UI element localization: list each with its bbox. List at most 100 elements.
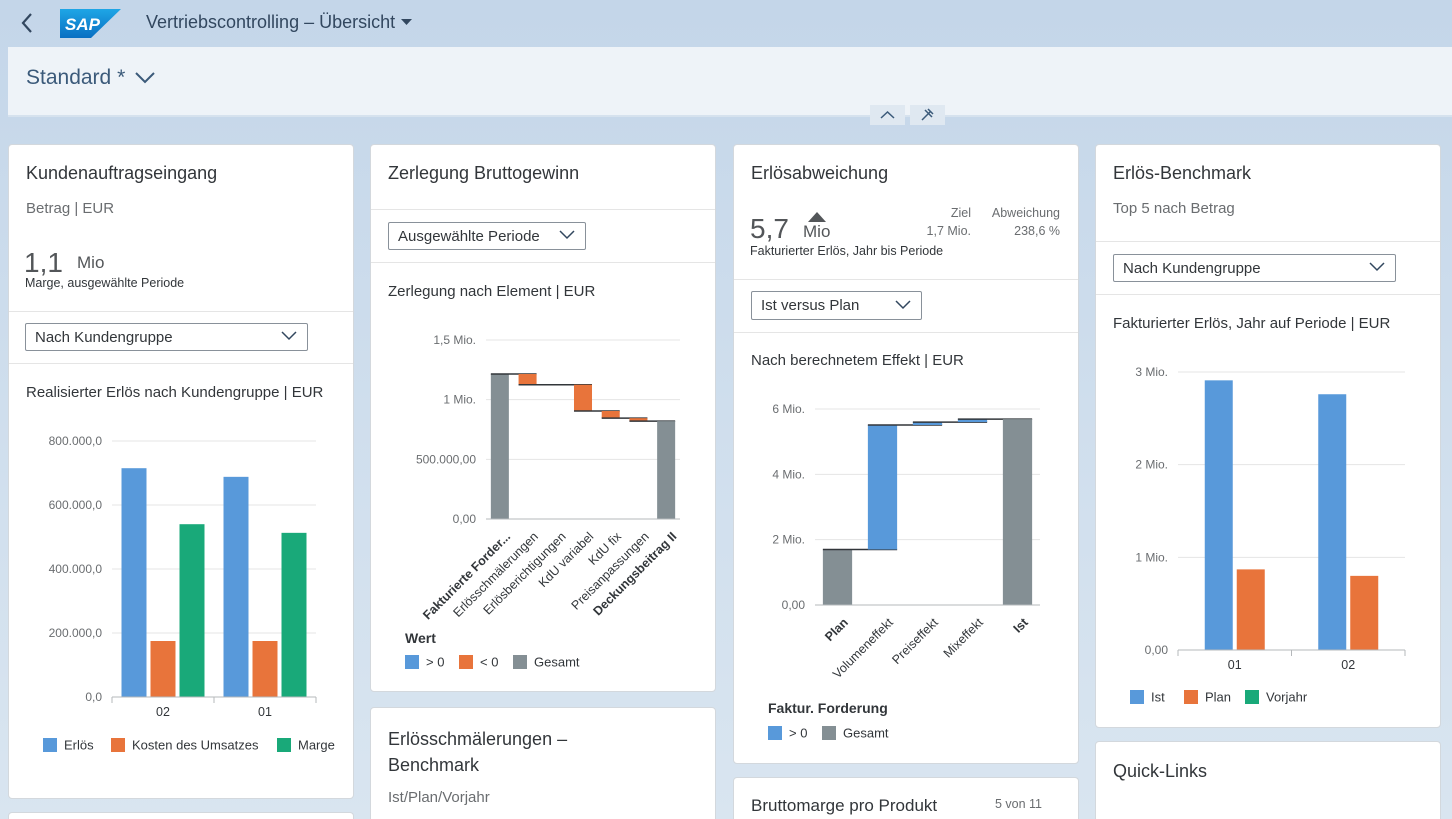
trend-up-icon: [808, 212, 826, 222]
bar: [121, 468, 147, 697]
legend-label: > 0: [426, 655, 444, 670]
target-value: 1,7 Mio.: [926, 224, 971, 238]
separator: [9, 363, 353, 364]
legend-swatch: [277, 738, 291, 752]
y-tick-label: 0,0: [85, 690, 102, 704]
x-tick-label: Ist: [1011, 615, 1032, 636]
x-tick-label: Mixeffekt: [941, 615, 986, 660]
bar: [490, 374, 509, 519]
select[interactable]: [1113, 254, 1396, 282]
legend-swatch: [43, 738, 57, 752]
card-count: 5 von 11: [994, 797, 1042, 811]
x-tick-label: 01: [258, 705, 272, 719]
select[interactable]: [25, 323, 308, 351]
y-tick-label: 0,00: [1145, 643, 1169, 657]
deviation-label: Abweichung: [991, 206, 1060, 220]
dropdown-icon: [401, 19, 413, 26]
card[interactable]: [370, 707, 716, 819]
legend-label: Ist: [1151, 690, 1165, 705]
separator: [1096, 294, 1440, 295]
collapse-button[interactable]: [870, 105, 905, 125]
y-tick-label: 2 Mio.: [772, 533, 805, 547]
variant-title: Standard *: [26, 66, 126, 89]
y-tick-label: 6 Mio.: [772, 402, 805, 416]
separator: [734, 332, 1078, 333]
card[interactable]: [8, 812, 354, 819]
bar: [1236, 569, 1265, 650]
legend-label: > 0: [789, 726, 807, 741]
card-subtitle: Ist/Plan/Vorjahr: [388, 789, 490, 806]
legend-swatch: [459, 655, 473, 669]
bar: [179, 524, 205, 697]
chart-title: Nach berechnetem Effekt | EUR: [751, 352, 964, 369]
bar: [1002, 419, 1033, 605]
separator: [371, 262, 715, 263]
back-button[interactable]: [18, 12, 36, 34]
logo[interactable]: SAP: [60, 9, 122, 39]
y-tick-label: 400.000,0: [49, 562, 103, 576]
card-subtitle: Top 5 nach Betrag: [1113, 200, 1235, 217]
kpi-value: 1,1: [24, 247, 63, 278]
separator: [1096, 241, 1440, 242]
bar: [601, 411, 620, 419]
y-tick-label: 1 Mio.: [1135, 550, 1168, 564]
legend-label: Gesamt: [534, 655, 580, 670]
card-subtitle: Betrag | EUR: [26, 200, 115, 217]
bar: [1350, 575, 1379, 650]
bar: [573, 384, 593, 412]
card-title: Zerlegung Bruttogewinn: [388, 163, 580, 183]
kpi-label: Marge, ausgewählte Periode: [25, 276, 185, 290]
legend-swatch: [405, 655, 419, 669]
legend-label: Gesamt: [843, 726, 889, 741]
y-tick-label: 0,00: [782, 598, 806, 612]
legend-swatch: [111, 738, 125, 752]
y-tick-label: 200.000,0: [49, 626, 103, 640]
app-title-button[interactable]: Vertriebscontrolling – Übersicht: [146, 12, 413, 33]
chart-title: Realisierter Erlös nach Kundengruppe | E…: [26, 384, 324, 401]
bar: [518, 374, 537, 385]
kpi-unit: Mio: [77, 253, 105, 272]
x-tick-label: 02: [1341, 658, 1355, 672]
legend-title: Faktur. Forderung: [768, 700, 888, 716]
y-tick-label: 3 Mio.: [1135, 365, 1168, 379]
card-title: Erlös-Benchmark: [1113, 163, 1252, 183]
legend-swatch: [513, 655, 527, 669]
chart-title: Fakturierter Erlös, Jahr auf Periode | E…: [1113, 315, 1391, 332]
bar: [150, 641, 176, 697]
pin-button[interactable]: [910, 105, 945, 125]
card[interactable]: [733, 777, 1079, 819]
select[interactable]: [751, 291, 922, 320]
legend-swatch: [768, 726, 782, 740]
legend-swatch: [1245, 690, 1259, 704]
legend-label: < 0: [480, 655, 498, 670]
app-title: Vertriebscontrolling – Übersicht: [146, 12, 396, 32]
variant-button[interactable]: Standard *: [26, 66, 155, 90]
select-value: Ist versus Plan: [761, 297, 860, 314]
y-tick-label: 800.000,0: [49, 434, 103, 448]
y-tick-label: 4 Mio.: [772, 467, 805, 481]
variant-chevron: [135, 72, 155, 84]
legend-swatch: [1184, 690, 1198, 704]
x-tick-label: Preiseffekt: [889, 615, 941, 667]
y-tick-label: 500.000,00: [416, 452, 476, 466]
legend-label: Kosten des Umsatzes: [132, 738, 259, 753]
legend-label: Marge: [298, 738, 335, 753]
card-title: Kundenauftragseingang: [26, 163, 218, 183]
bar: [629, 418, 648, 422]
bar: [822, 549, 853, 605]
chart-title: Zerlegung nach Element | EUR: [388, 283, 596, 300]
deviation-value: 238,6 %: [1014, 224, 1060, 238]
bar: [657, 421, 676, 519]
select-value: Nach Kundengruppe: [35, 329, 173, 346]
separator: [371, 209, 715, 210]
bar: [223, 476, 249, 697]
select-value: Ausgewählte Periode: [398, 228, 540, 245]
legend-swatch: [1130, 690, 1144, 704]
kpi-label: Fakturierter Erlös, Jahr bis Periode: [750, 244, 944, 258]
card[interactable]: [1095, 741, 1441, 819]
select[interactable]: [388, 222, 586, 250]
card-title: Erlösabweichung: [751, 163, 889, 183]
